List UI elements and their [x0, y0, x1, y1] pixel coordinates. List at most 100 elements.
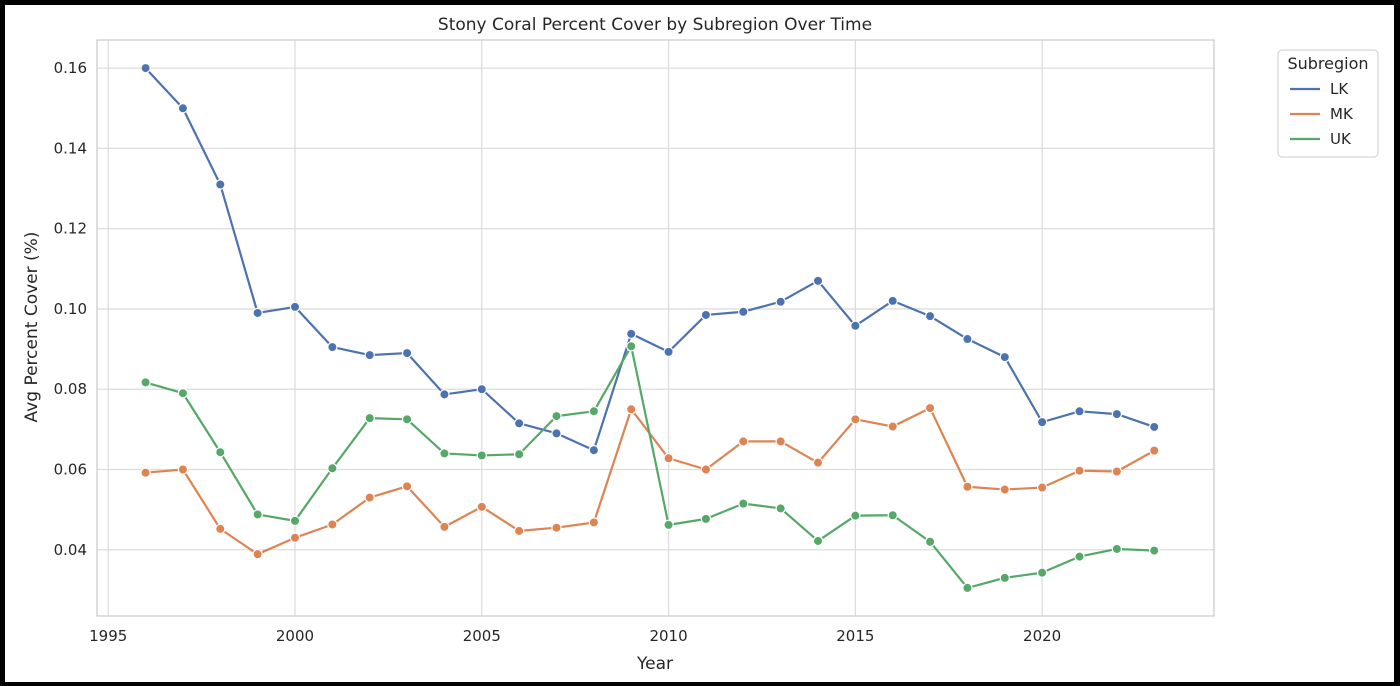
data-point-uk: [924, 536, 936, 547]
series-line-mk: [145, 406, 1155, 556]
data-point-uk: [738, 498, 749, 509]
data-point-lk: [1074, 406, 1085, 417]
data-point-lk: [551, 428, 562, 439]
data-point-mk: [177, 464, 189, 475]
data-point-uk: [626, 341, 637, 352]
data-point-mk: [738, 436, 749, 447]
data-point-lk: [887, 295, 898, 307]
data-point-lk: [177, 103, 189, 114]
data-point-lk: [513, 418, 525, 429]
line-chart: Stony Coral Percent Cover by Subregion O…: [22, 15, 1379, 674]
data-point-mk: [401, 481, 413, 492]
series-line-uk: [145, 345, 1155, 590]
data-point-uk: [252, 509, 263, 520]
data-point-lk: [999, 351, 1010, 363]
data-point-uk: [289, 515, 301, 527]
data-point-uk: [700, 513, 712, 525]
data-point-lk: [775, 296, 786, 307]
series-mk: [140, 402, 1160, 560]
data-point-mk: [999, 484, 1010, 495]
x-tick-labels: 1995 2000 2005 2010 2015 2020: [89, 627, 1061, 645]
data-point-mk: [1074, 465, 1085, 476]
data-point-uk: [439, 448, 450, 459]
y-tick-label: 0.04: [54, 541, 87, 559]
data-point-uk: [1111, 543, 1123, 555]
data-point-mk: [1149, 445, 1160, 456]
data-point-lk: [401, 347, 413, 359]
data-point-mk: [439, 521, 450, 533]
legend-label-uk: UK: [1330, 130, 1352, 148]
data-point-uk: [364, 412, 375, 424]
chart-title: Stony Coral Percent Cover by Subregion O…: [438, 15, 872, 35]
x-tick-label: 2020: [1023, 627, 1061, 645]
data-point-mk: [588, 517, 600, 528]
data-point-lk: [140, 62, 151, 74]
legend-label-mk: MK: [1330, 105, 1354, 123]
data-point-lk: [252, 307, 263, 319]
data-point-mk: [626, 404, 637, 415]
data-point-uk: [476, 450, 487, 461]
chart-frame: Stony Coral Percent Cover by Subregion O…: [5, 5, 1394, 682]
y-tick-label: 0.12: [54, 220, 87, 238]
data-point-uk: [887, 510, 898, 521]
x-tick-label: 2005: [463, 627, 501, 645]
data-point-lk: [1111, 408, 1123, 420]
data-point-mk: [663, 453, 674, 464]
data-point-uk: [1074, 551, 1085, 562]
data-point-lk: [1036, 416, 1048, 428]
data-point-lk: [626, 328, 637, 340]
data-point-mk: [364, 492, 375, 503]
data-point-lk: [439, 389, 450, 400]
series-uk: [140, 341, 1160, 594]
data-point-uk: [140, 377, 151, 388]
data-point-mk: [850, 414, 861, 425]
data-point-mk: [887, 421, 898, 432]
data-point-mk: [252, 548, 263, 560]
plot-border: [96, 39, 1215, 617]
y-tick-label: 0.06: [54, 460, 87, 478]
data-point-lk: [327, 341, 338, 353]
data-point-mk: [140, 467, 151, 478]
x-axis-title: Year: [636, 654, 673, 674]
x-tick-label: 2000: [276, 627, 314, 645]
data-point-uk: [1036, 567, 1048, 578]
y-tick-labels: 0.04 0.06 0.08 0.10 0.12 0.14 0.16: [54, 59, 87, 559]
data-point-uk: [177, 388, 189, 399]
legend-label-lk: LK: [1330, 80, 1349, 98]
data-point-lk: [364, 349, 375, 361]
y-tick-label: 0.10: [54, 300, 87, 318]
data-point-mk: [289, 532, 301, 543]
data-point-mk: [1111, 466, 1123, 477]
data-point-lk: [700, 309, 712, 321]
data-point-lk: [476, 384, 487, 395]
data-point-mk: [924, 402, 936, 414]
data-point-uk: [663, 519, 674, 531]
data-point-mk: [775, 436, 786, 447]
data-point-uk: [1149, 545, 1160, 556]
data-point-lk: [1149, 421, 1160, 433]
data-point-mk: [700, 464, 712, 475]
data-point-uk: [401, 414, 413, 425]
legend-items: LK MK UK: [1290, 80, 1354, 148]
data-point-uk: [775, 503, 786, 514]
data-point-uk: [215, 447, 226, 458]
data-point-mk: [513, 525, 525, 537]
series-line-lk: [144, 67, 1155, 452]
x-tick-label: 1995: [89, 627, 127, 645]
data-point-lk: [738, 306, 749, 317]
data-point-lk: [663, 346, 674, 358]
data-point-uk: [962, 582, 973, 594]
data-point-uk: [812, 535, 824, 547]
y-axis-title: Avg Percent Cover (%): [22, 232, 42, 423]
series-layer: [140, 62, 1160, 594]
data-point-mk: [215, 523, 226, 535]
data-point-uk: [551, 410, 562, 422]
data-point-mk: [327, 519, 338, 530]
legend: Subregion LK MK UK: [1277, 49, 1379, 158]
data-point-uk: [513, 449, 525, 460]
data-point-mk: [551, 522, 562, 533]
y-tick-label: 0.14: [54, 139, 87, 157]
data-point-lk: [962, 333, 973, 345]
x-tick-label: 2010: [649, 627, 687, 645]
data-point-uk: [999, 572, 1010, 584]
